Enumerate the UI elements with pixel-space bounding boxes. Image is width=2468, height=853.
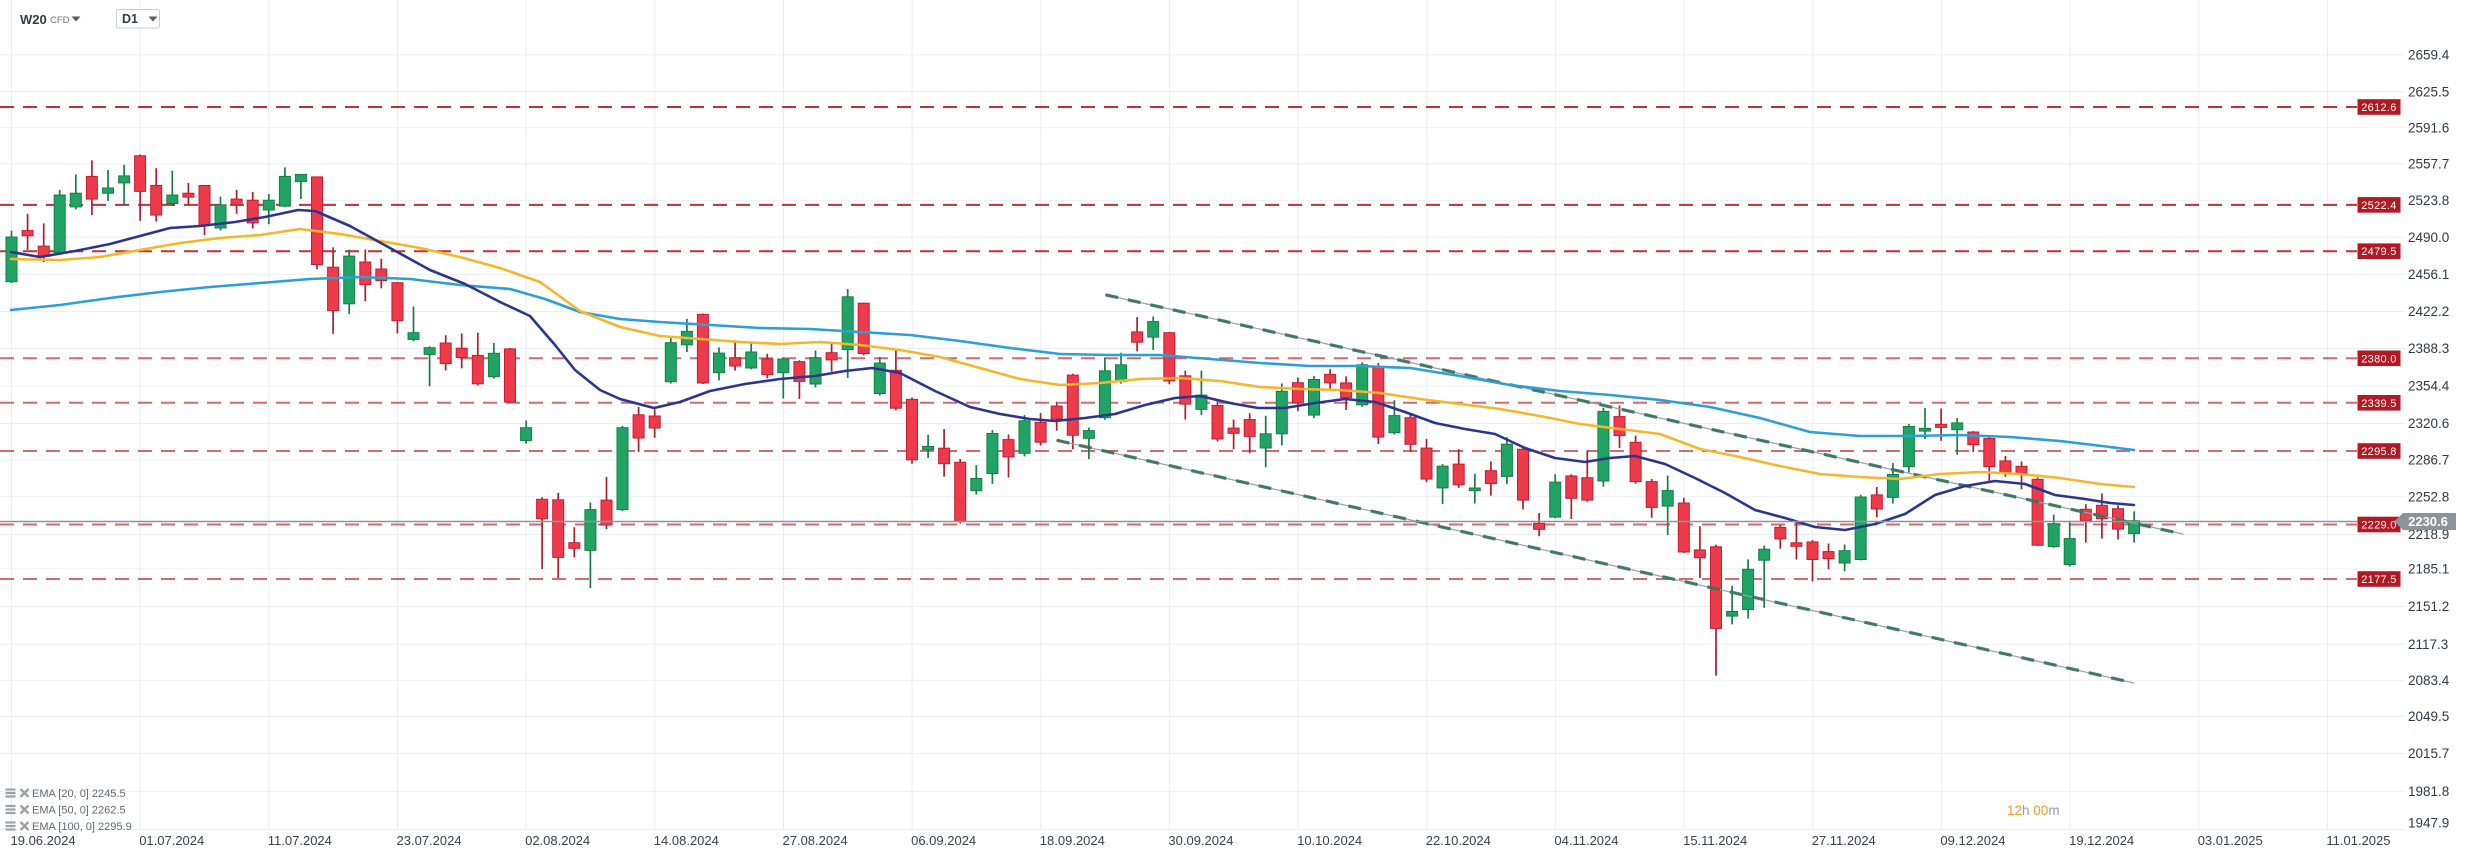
svg-text:01.07.2024: 01.07.2024 — [139, 833, 204, 848]
svg-text:12h 00m: 12h 00m — [2007, 803, 2060, 818]
svg-text:EMA [50, 0] 2262.5: EMA [50, 0] 2262.5 — [32, 805, 126, 817]
svg-text:2625.5: 2625.5 — [2408, 84, 2449, 99]
svg-text:03.01.2025: 03.01.2025 — [2198, 833, 2263, 848]
svg-text:11.01.2025: 11.01.2025 — [2326, 833, 2390, 848]
svg-text:2015.7: 2015.7 — [2408, 746, 2449, 761]
svg-text:2388.3: 2388.3 — [2408, 341, 2449, 356]
svg-text:27.08.2024: 27.08.2024 — [783, 833, 848, 848]
svg-text:10.10.2024: 10.10.2024 — [1297, 833, 1362, 848]
svg-text:2479.5: 2479.5 — [2361, 246, 2396, 258]
svg-text:2522.4: 2522.4 — [2361, 200, 2396, 212]
svg-text:2659.4: 2659.4 — [2408, 47, 2450, 62]
svg-text:CFD: CFD — [50, 15, 70, 26]
svg-text:2218.9: 2218.9 — [2408, 527, 2449, 542]
svg-text:2380.0: 2380.0 — [2361, 353, 2396, 365]
svg-text:2185.1: 2185.1 — [2408, 562, 2449, 577]
svg-text:09.12.2024: 09.12.2024 — [1940, 833, 2005, 848]
svg-text:30.09.2024: 30.09.2024 — [1168, 833, 1233, 848]
svg-text:2117.3: 2117.3 — [2408, 637, 2448, 652]
svg-text:EMA [20, 0] 2245.5: EMA [20, 0] 2245.5 — [32, 788, 126, 800]
svg-text:2422.2: 2422.2 — [2408, 304, 2449, 319]
svg-text:18.09.2024: 18.09.2024 — [1040, 833, 1105, 848]
svg-text:2230.6: 2230.6 — [2408, 514, 2448, 529]
svg-text:14.08.2024: 14.08.2024 — [654, 833, 719, 848]
svg-text:2295.8: 2295.8 — [2361, 446, 2396, 458]
svg-text:2612.6: 2612.6 — [2361, 102, 2396, 114]
svg-text:D1: D1 — [122, 12, 138, 26]
svg-text:2490.0: 2490.0 — [2408, 230, 2449, 245]
svg-text:2523.8: 2523.8 — [2408, 193, 2449, 208]
svg-text:2320.6: 2320.6 — [2408, 416, 2449, 431]
svg-text:2591.6: 2591.6 — [2408, 120, 2449, 135]
svg-text:2229.0: 2229.0 — [2361, 520, 2396, 532]
svg-text:2339.5: 2339.5 — [2361, 398, 2396, 410]
svg-text:19.06.2024: 19.06.2024 — [11, 833, 76, 848]
svg-text:1981.8: 1981.8 — [2408, 784, 2449, 799]
svg-text:27.11.2024: 27.11.2024 — [1812, 833, 1876, 848]
svg-text:04.11.2024: 04.11.2024 — [1554, 833, 1618, 848]
svg-text:06.09.2024: 06.09.2024 — [911, 833, 976, 848]
svg-text:2177.5: 2177.5 — [2361, 574, 2396, 586]
svg-text:2049.5: 2049.5 — [2408, 709, 2449, 724]
svg-text:2286.7: 2286.7 — [2408, 453, 2449, 468]
svg-text:2456.1: 2456.1 — [2408, 267, 2449, 282]
svg-text:2083.4: 2083.4 — [2408, 673, 2450, 688]
svg-text:22.10.2024: 22.10.2024 — [1426, 833, 1491, 848]
svg-text:2151.2: 2151.2 — [2408, 599, 2449, 614]
svg-text:2354.4: 2354.4 — [2408, 379, 2450, 394]
svg-text:19.12.2024: 19.12.2024 — [2069, 833, 2134, 848]
svg-text:02.08.2024: 02.08.2024 — [525, 833, 590, 848]
svg-text:W20: W20 — [20, 12, 47, 27]
svg-text:11.07.2024: 11.07.2024 — [268, 833, 332, 848]
svg-text:2557.7: 2557.7 — [2408, 157, 2449, 172]
svg-text:15.11.2024: 15.11.2024 — [1683, 833, 1747, 848]
svg-text:2252.8: 2252.8 — [2408, 489, 2449, 504]
svg-text:23.07.2024: 23.07.2024 — [397, 833, 462, 848]
svg-text:EMA [100, 0] 2295.9: EMA [100, 0] 2295.9 — [32, 821, 132, 833]
svg-text:1947.9: 1947.9 — [2408, 816, 2449, 831]
